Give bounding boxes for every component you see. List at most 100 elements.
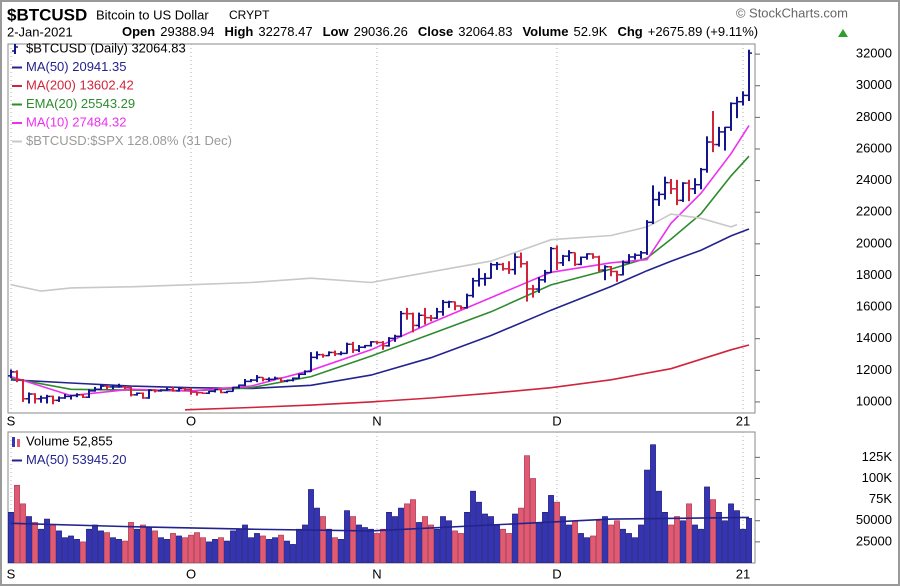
volume-bar — [32, 522, 38, 563]
legend-label: MA(50) 20941.35 — [26, 59, 126, 74]
volume-bar — [368, 528, 374, 563]
y-tick-label: 12000 — [856, 362, 892, 377]
volume-bar — [362, 527, 368, 563]
volume-bar — [728, 503, 734, 563]
x-tick-label: O — [186, 413, 196, 428]
volume-bar — [20, 503, 26, 563]
stat-value: 52.9K — [573, 24, 607, 39]
stat-label: Low — [323, 24, 350, 39]
volume-bar — [98, 530, 104, 563]
x-tick-label: S — [7, 566, 16, 581]
volume-bar — [260, 535, 266, 563]
stat-value: 32278.47 — [258, 24, 312, 39]
volume-bar — [548, 495, 554, 563]
volume-bar — [560, 516, 566, 563]
volume-bar — [44, 518, 50, 563]
volume-bar — [164, 539, 170, 563]
y-tick-label: 18000 — [856, 267, 892, 282]
volume-bar — [656, 490, 662, 563]
stat-label: Close — [418, 24, 453, 39]
volume-bar — [602, 516, 608, 563]
volume-bar — [200, 537, 206, 563]
series-line — [10, 213, 738, 292]
volume-bar — [650, 444, 656, 563]
x-tick-label: O — [186, 566, 196, 581]
volume-bar — [104, 532, 110, 563]
legend-label: MA(50) 53945.20 — [26, 452, 126, 467]
stat-label: Volume — [522, 24, 568, 39]
volume-bar — [338, 539, 344, 563]
stats: Open 29388.94 High 32278.47 Low 29036.26 Close… — [122, 24, 758, 39]
volume-bar — [146, 527, 152, 563]
volume-bar — [50, 524, 56, 563]
stat-value: 32064.83 — [458, 24, 512, 39]
symbol-name: Bitcoin to US Dollar — [96, 7, 209, 22]
volume-bar — [158, 537, 164, 563]
x-tick-label: 21 — [736, 566, 750, 581]
volume-bar — [116, 539, 122, 563]
symbol: $BTCUSD — [7, 5, 87, 24]
y-tick-label: 75K — [869, 491, 892, 506]
volume-bar — [122, 540, 128, 563]
y-tick-label: 10000 — [856, 393, 892, 408]
volume-bar — [290, 544, 296, 563]
legend-icon — [17, 439, 20, 447]
legend: Volume 52,855 MA(50) 53945.20 — [12, 433, 126, 467]
volume-bar — [590, 535, 596, 563]
series-line — [184, 344, 750, 411]
volume-bar — [716, 511, 722, 563]
volume-bar — [536, 522, 542, 563]
volume-bar — [674, 516, 680, 563]
volume-bar — [224, 540, 230, 563]
volume-bar — [572, 520, 578, 563]
legend-label: MA(200) 13602.42 — [26, 77, 134, 92]
volume-bar — [8, 511, 14, 563]
volume-bar — [482, 513, 488, 563]
volume-bar — [140, 524, 146, 563]
volume-bar — [668, 524, 674, 563]
volume-bar — [578, 533, 584, 563]
volume-bar — [620, 528, 626, 563]
volume-bar — [170, 533, 176, 563]
volume-bar — [596, 520, 602, 563]
y-tick-label: 20000 — [856, 235, 892, 250]
volume-bar — [68, 535, 74, 563]
volume-bar — [740, 528, 746, 563]
legend-label: $BTCUSD:$SPX 128.08% (31 Dec) — [26, 133, 232, 148]
series-line — [10, 516, 750, 532]
volume-bar — [566, 524, 572, 563]
volume-bar — [404, 503, 410, 563]
stat-label: Chg — [617, 24, 642, 39]
volume-bar — [296, 528, 302, 563]
volume-bar — [458, 533, 464, 563]
volume-bar — [26, 516, 32, 563]
legend-label: $BTCUSD (Daily) 32064.83 — [26, 40, 186, 55]
legend-label: MA(10) 27484.32 — [26, 114, 126, 129]
volume-bar — [62, 537, 68, 563]
volume-bar — [500, 528, 506, 563]
y-tick-label: 25000 — [856, 533, 892, 548]
volume-bar — [470, 490, 476, 563]
volume-bar — [518, 507, 524, 563]
volume-bar — [374, 533, 380, 563]
y-tick-label: 28000 — [856, 109, 892, 124]
volume-bar — [86, 528, 92, 563]
volume-bar — [416, 522, 422, 563]
volume-bar — [236, 528, 242, 563]
volume-bar — [386, 511, 392, 563]
volume-bar — [662, 511, 668, 563]
volume-bar — [92, 524, 98, 563]
y-tick-label: 30000 — [856, 77, 892, 92]
volume-bar — [710, 499, 716, 563]
volume-bar — [698, 528, 704, 563]
volume-bar — [326, 528, 332, 563]
volume-bar — [182, 537, 188, 563]
volume-bar — [188, 534, 194, 563]
volume-bar — [476, 501, 482, 563]
up-arrow — [838, 29, 848, 37]
y-tick-label: 100K — [862, 470, 893, 485]
volume-bar — [80, 541, 86, 563]
texts: $BTCUSD Bitcoin to US Dollar CRYPT © Sto… — [7, 5, 893, 581]
volume-bar — [254, 533, 260, 563]
volume-bar — [638, 524, 644, 563]
